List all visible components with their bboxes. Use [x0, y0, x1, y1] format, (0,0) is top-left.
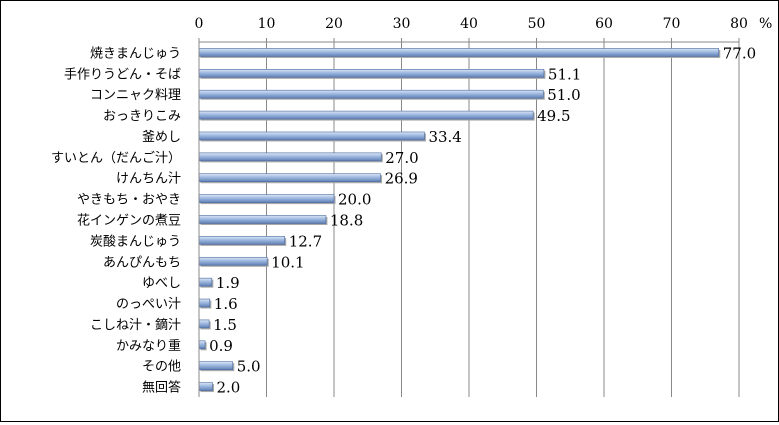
x-tick-label: 30 — [393, 16, 411, 32]
value-label: 12.7 — [289, 232, 322, 250]
bars — [198, 48, 721, 393]
bar — [198, 382, 213, 391]
bar — [198, 152, 382, 162]
category-label: 釜めし — [142, 130, 181, 145]
value-label: 27.0 — [385, 149, 418, 167]
category-label: 花インゲンの煮豆 — [77, 213, 181, 229]
x-tick-label: 80 — [730, 16, 748, 32]
y-axis: 焼きまんじゅう手作りうどん・そばコンニャク料理おっきりこみ釜めしすいとん（だんご… — [51, 42, 200, 397]
value-label: 5.0 — [237, 358, 261, 376]
x-tick-label: 20 — [325, 16, 343, 32]
x-tick-label: 40 — [460, 16, 478, 32]
x-tick-label: 60 — [595, 16, 613, 32]
category-label: こしね汁・鏑汁 — [90, 317, 181, 333]
category-label: ゆべし — [142, 276, 181, 291]
category-label: けんちん汁 — [116, 172, 181, 187]
category-label: 炭酸まんじゅう — [90, 234, 181, 249]
bar — [198, 256, 268, 266]
value-label: 2.0 — [217, 379, 241, 397]
value-label: 10.1 — [271, 253, 304, 271]
value-label: 51.1 — [548, 65, 581, 83]
bar — [198, 298, 211, 308]
category-label: かみなり重 — [116, 338, 181, 354]
value-label: 20.0 — [338, 191, 371, 209]
bar — [198, 361, 234, 370]
category-label: 無回答 — [142, 380, 181, 396]
value-label: 26.9 — [385, 170, 418, 188]
bar — [198, 48, 720, 57]
bar — [198, 173, 381, 183]
value-label: 77.0 — [723, 44, 756, 62]
value-label: 1.9 — [216, 274, 240, 292]
x-tick-label: 0 — [195, 16, 204, 32]
bar — [198, 89, 544, 99]
value-label: 0.9 — [209, 337, 233, 355]
category-label: その他 — [142, 360, 181, 375]
bar — [198, 277, 213, 287]
value-label: 1.6 — [214, 295, 238, 313]
unit-label: % — [759, 16, 772, 32]
value-label: 1.5 — [213, 316, 237, 334]
category-label: 手作りうどん・そば — [64, 67, 181, 82]
value-label: 33.4 — [428, 128, 461, 146]
grid-layer — [198, 42, 740, 397]
category-label: 焼きまんじゅう — [90, 46, 181, 61]
bar — [198, 194, 335, 203]
data-labels: 77.0 51.1 51.0 49.5 33.4 27.0 26.9 20.0 18.8 12.7… — [209, 44, 756, 396]
bar — [198, 319, 210, 329]
category-label: コンニャク料理 — [90, 88, 181, 103]
x-axis: 0 10 20 30 40 50 60 70 80 — [195, 16, 748, 43]
value-label: 18.8 — [330, 212, 363, 230]
x-tick-label: 50 — [528, 16, 546, 32]
bar — [198, 340, 206, 350]
bar — [198, 131, 425, 141]
category-label: すいとん（だんご汁） — [51, 150, 181, 166]
bar — [198, 236, 286, 245]
category-label: あんぴんもち — [103, 255, 181, 270]
bar — [198, 215, 327, 224]
category-label: おっきりこみ — [103, 109, 181, 124]
category-label: やきもち・おやき — [77, 193, 181, 208]
category-label: のっぺい汁 — [116, 297, 181, 312]
x-tick-label: 10 — [258, 16, 276, 32]
value-label: 49.5 — [537, 107, 570, 125]
value-label: 51.0 — [547, 86, 580, 104]
x-tick-label: 70 — [663, 16, 681, 32]
bar — [198, 110, 534, 120]
bar — [198, 69, 545, 78]
